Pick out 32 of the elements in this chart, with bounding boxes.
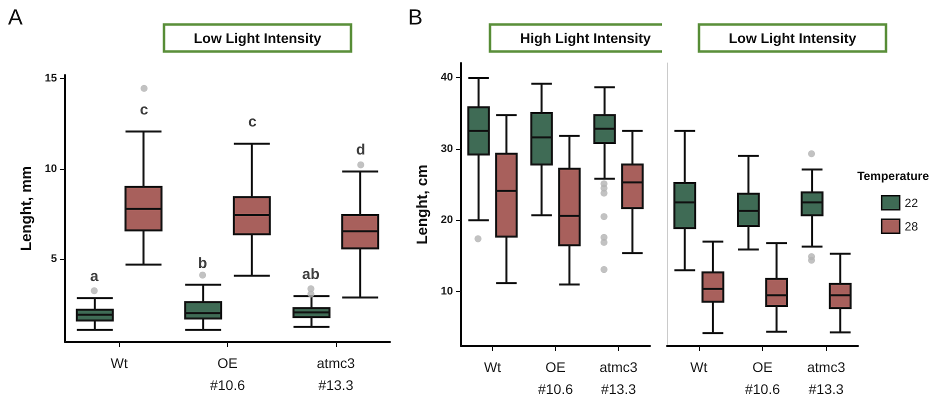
y-tick-label: 10 (44, 162, 57, 175)
legend-label: 28 (904, 219, 918, 234)
y-tick-label: 5 (50, 253, 57, 266)
annotation: ab (302, 266, 320, 284)
y-tick-label: 10 (440, 286, 453, 298)
y-tick-label: 30 (440, 142, 453, 155)
x-tick-label: atmc3 #13.3 (316, 355, 356, 393)
chart-title: Low Light Intensity (728, 30, 856, 46)
y-tick-label: 20 (440, 214, 453, 226)
annotation: b (198, 254, 208, 272)
x-tick-label: OE #10.6 (210, 355, 246, 393)
x-tick-label: atmc3 #13.3 (599, 359, 638, 397)
text: A (8, 4, 23, 30)
x-tick-label: Wt (690, 359, 708, 375)
y-axis-title: Lenght, mm (18, 166, 35, 251)
x-tick-label: Wt (110, 355, 128, 371)
chart-title: Low Light Intensity (194, 30, 322, 46)
y-tick-label: 40 (440, 71, 453, 84)
y-axis-title: Lenght, cm (414, 164, 431, 245)
annotation: d (356, 142, 366, 159)
text: B (408, 4, 423, 30)
legend-label: 22 (904, 196, 918, 210)
annotation: a (90, 268, 100, 286)
x-tick-label: Wt (484, 359, 502, 375)
annotation: c (140, 101, 148, 118)
x-tick-label: OE #10.6 (744, 359, 780, 397)
chart-title: High Light Intensity (520, 30, 652, 46)
legend-title: Temperature (857, 169, 930, 183)
x-tick-label: OE #10.6 (538, 359, 574, 397)
y-tick-label: 15 (44, 72, 57, 85)
x-tick-label: atmc3 #13.3 (807, 359, 846, 397)
annotation: c (248, 114, 257, 131)
